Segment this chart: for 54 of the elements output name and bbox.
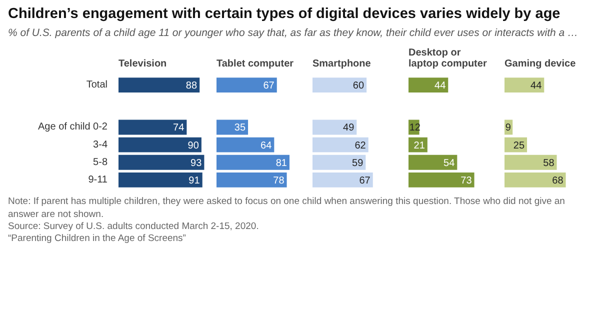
data-label: 67 bbox=[263, 80, 275, 92]
data-label: 68 bbox=[552, 176, 564, 187]
bar bbox=[216, 138, 274, 153]
data-label: 54 bbox=[444, 158, 456, 170]
bar bbox=[504, 155, 557, 170]
source-note: Source: Survey of U.S. adults conducted March 2-15, 2020. bbox=[8, 221, 259, 232]
bar bbox=[216, 155, 290, 170]
data-label: 58 bbox=[543, 158, 555, 170]
y-tick-label: Age of child 0-2 bbox=[38, 122, 108, 134]
y-tick-label: 9-11 bbox=[88, 174, 108, 186]
bar bbox=[312, 155, 366, 170]
data-label: 90 bbox=[188, 140, 200, 152]
bar bbox=[216, 172, 287, 188]
data-label: 67 bbox=[359, 176, 371, 187]
y-tick-label: 3-4 bbox=[93, 140, 108, 151]
data-label: 59 bbox=[352, 158, 364, 170]
data-label: 88 bbox=[186, 80, 198, 92]
bar bbox=[408, 155, 458, 170]
data-label: 25 bbox=[513, 140, 525, 152]
bar bbox=[312, 172, 373, 188]
chart-title: Tablet computer bbox=[216, 58, 294, 70]
data-label: 9 bbox=[505, 123, 512, 134]
data-label: 74 bbox=[173, 123, 185, 134]
chart-title: Smartphone bbox=[312, 58, 372, 70]
data-label: 91 bbox=[188, 176, 200, 187]
data-label: 64 bbox=[260, 140, 272, 152]
data-label: 21 bbox=[414, 140, 426, 152]
data-label: 60 bbox=[352, 80, 364, 92]
y-tick-label: Total bbox=[86, 80, 108, 91]
bar bbox=[118, 172, 202, 188]
data-label: 73 bbox=[460, 176, 472, 187]
y-tick-label: 5-8 bbox=[93, 157, 108, 168]
annotation: Note: If parent has multiple children, they were asked to focus on one child when answering this question. Those who did not give an answer are not shown. bbox=[8, 196, 565, 220]
text: % of U.S. parents of a child age 11 or younger who say that, as far as they know, their child ever uses or interacts with a … bbox=[8, 26, 578, 40]
bar bbox=[312, 120, 357, 136]
bar bbox=[118, 138, 202, 153]
text: Children’s engagement with certain types of digital devices varies widely by age bbox=[8, 5, 560, 24]
data-label: 49 bbox=[343, 123, 355, 134]
data-label: 93 bbox=[190, 158, 202, 170]
data-label: 44 bbox=[530, 80, 542, 92]
data-label: 62 bbox=[354, 140, 366, 152]
data-label: 81 bbox=[276, 158, 288, 170]
bar bbox=[312, 138, 368, 153]
bar bbox=[504, 172, 566, 188]
chart-title: Desktop or laptop computer bbox=[408, 48, 487, 70]
chart-title: Television bbox=[118, 58, 167, 70]
bar bbox=[118, 155, 204, 170]
bar bbox=[408, 172, 474, 188]
bar bbox=[118, 120, 187, 136]
text: “Parenting Children in the Age of Screens” bbox=[8, 233, 186, 244]
data-label: 35 bbox=[234, 123, 246, 134]
chart-title: Gaming device bbox=[504, 58, 576, 70]
data-label: 78 bbox=[273, 176, 285, 187]
data-label: 44 bbox=[434, 80, 446, 92]
